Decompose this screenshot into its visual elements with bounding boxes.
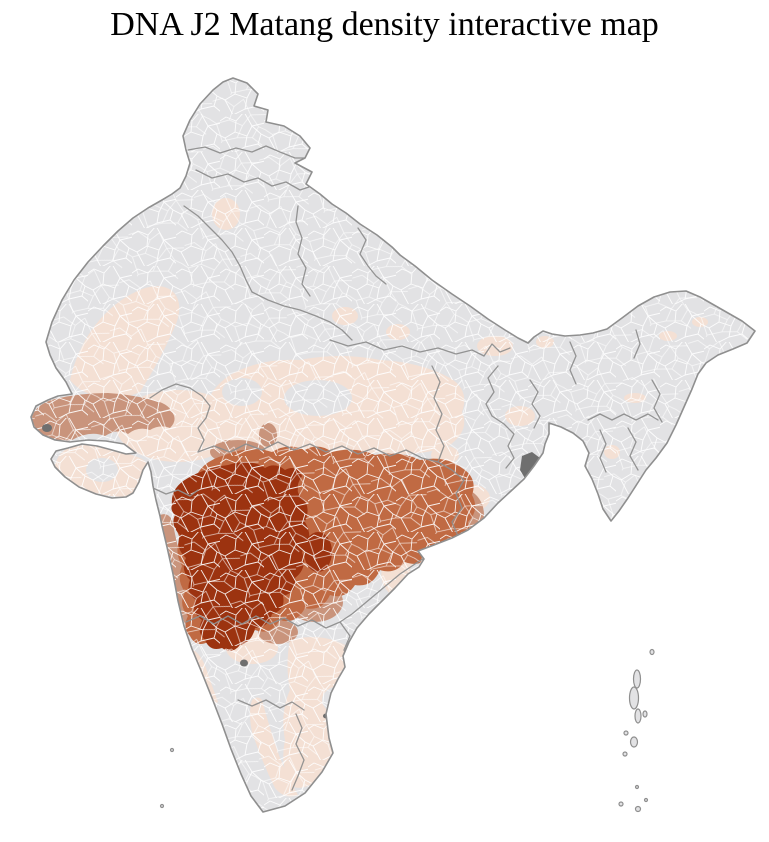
state-border-assam-arunachal xyxy=(633,329,641,359)
state-border-kerala-tn xyxy=(291,713,305,791)
state-border-up-bihar xyxy=(483,343,511,357)
state-border-up-mp xyxy=(329,339,485,357)
state-border-wb-assam xyxy=(569,341,577,385)
state-border-hp xyxy=(195,169,323,197)
state-border-jk xyxy=(187,145,306,159)
state-border-bihar-jharkhand xyxy=(485,365,499,417)
island-nicobar-5[interactable] xyxy=(643,797,649,803)
island-nicobar-4[interactable] xyxy=(634,805,642,813)
island-andaman-2[interactable] xyxy=(632,669,642,689)
island-andaman-1[interactable] xyxy=(649,648,655,656)
state-border-maharashtra-south xyxy=(185,547,449,629)
island-andaman-4[interactable] xyxy=(634,708,642,724)
page-title: DNA J2 Matang density interactive map xyxy=(110,6,659,43)
island-andaman-6[interactable] xyxy=(623,730,629,736)
state-border-jharkhand-wb xyxy=(491,415,515,469)
state-borders xyxy=(149,145,663,791)
state-border-nagaland-manipur xyxy=(651,379,663,423)
island-nicobar-1[interactable] xyxy=(622,751,628,757)
state-border-uttarakhand-up xyxy=(357,227,387,285)
state-border-mizoram xyxy=(627,427,639,471)
state-border-haryana-up xyxy=(295,205,311,297)
island-nicobar-2[interactable] xyxy=(634,784,640,790)
state-border-tripura xyxy=(599,429,607,473)
region-urban-speck-bangalore[interactable] xyxy=(240,659,248,667)
state-border-mp-chhattisgarh xyxy=(431,365,445,463)
state-border-bihar-wb xyxy=(529,379,541,429)
islands xyxy=(159,648,655,813)
island-andaman-3[interactable] xyxy=(628,686,640,710)
island-andaman-5[interactable] xyxy=(642,710,648,718)
region-urban-speck-kutch[interactable] xyxy=(42,424,52,432)
island-lakshadweep-2[interactable] xyxy=(159,803,165,809)
state-border-rajasthan-mp xyxy=(251,291,353,341)
state-border-karnataka-tn xyxy=(237,699,305,711)
state-border-assam-meghalaya xyxy=(587,413,659,421)
island-andaman-7[interactable] xyxy=(629,736,639,748)
state-border-ap-tn xyxy=(343,637,399,657)
state-border-punjab-rajasthan xyxy=(183,205,253,293)
island-nicobar-3[interactable] xyxy=(618,801,624,807)
state-border-gujarat-maharashtra xyxy=(152,487,199,497)
island-lakshadweep-1[interactable] xyxy=(169,747,175,753)
state-border-rajasthan-gujarat xyxy=(149,383,211,453)
state-border-mp-maharashtra xyxy=(197,441,465,481)
india-outline xyxy=(30,77,756,813)
